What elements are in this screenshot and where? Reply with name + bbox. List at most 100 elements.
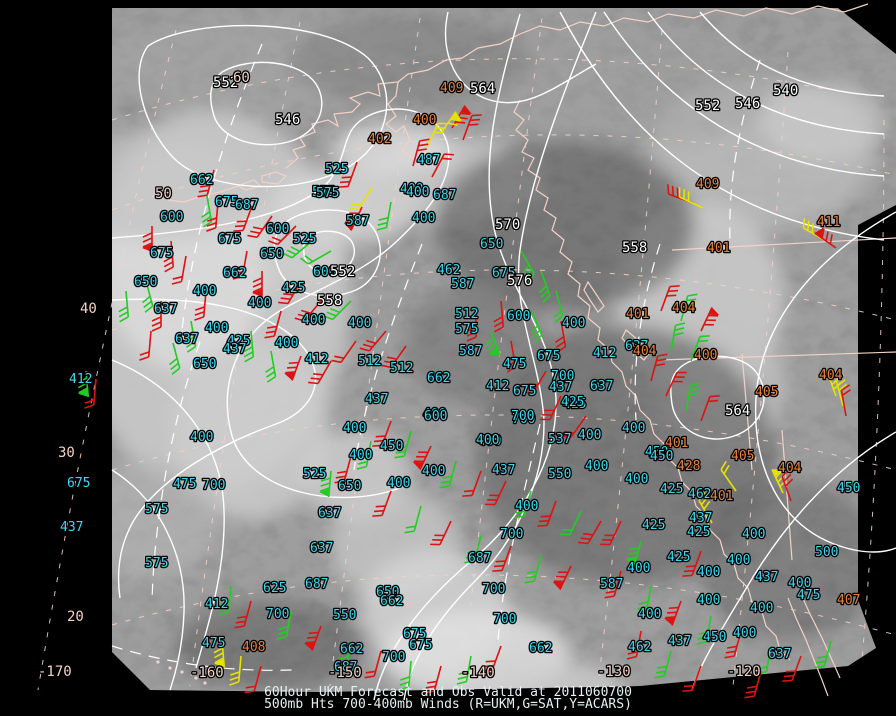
- level-label: 675: [215, 195, 238, 210]
- level-label: 587: [346, 214, 369, 229]
- wind-barb-sat: [141, 280, 154, 313]
- level-label: 637: [154, 302, 177, 317]
- level-label: 412: [593, 346, 616, 361]
- level-label: 650: [134, 275, 157, 290]
- wind-barb-ukm: [151, 301, 162, 332]
- level-label: 575: [145, 556, 168, 571]
- level-label: 400: [733, 626, 756, 641]
- contour-label: 546: [275, 112, 300, 128]
- acars-label: 400: [694, 348, 717, 363]
- wind-barb-sat: [201, 195, 213, 228]
- wind-barb-ukm: [482, 645, 502, 672]
- level-label: 462: [628, 640, 651, 655]
- level-label: 400: [248, 296, 271, 311]
- wind-barb-ukm: [424, 665, 442, 694]
- level-label: 600: [507, 309, 530, 324]
- level-label: 525: [293, 232, 316, 247]
- level-label: 675: [403, 627, 426, 642]
- wind-barb-ukm: [493, 300, 505, 333]
- wind-barb-sat: [654, 650, 672, 679]
- wind-barb-ukm: [359, 330, 387, 352]
- map-caption-line2: 500mb Hts 700-400mb Winds (R=UKM,G=SAT,Y…: [264, 697, 632, 712]
- wind-barb-sat: [524, 555, 542, 584]
- wind-barb-ukm: [412, 445, 432, 470]
- level-label: 512: [358, 354, 381, 369]
- acars-label: 402: [368, 132, 391, 147]
- wind-barb-sat: [168, 342, 181, 375]
- level-label: 525: [303, 467, 326, 482]
- wind-barb-sat: [404, 505, 422, 534]
- wind-barb-sat: [625, 540, 642, 567]
- level-label: 662: [223, 266, 246, 281]
- level-label: 437: [60, 520, 83, 535]
- level-label: 400: [515, 499, 538, 514]
- wind-barb-ukm: [724, 630, 742, 659]
- wind-barb-ukm: [700, 307, 720, 332]
- graticule-labels: 60 50 40 30 20 -170 -160 -150 -140 -130 -120: [37, 69, 762, 683]
- wind-barb-ukm: [278, 280, 302, 305]
- level-label: 475: [173, 477, 196, 492]
- level-label: 400: [406, 185, 429, 200]
- level-label: 650: [260, 247, 283, 262]
- wind-barb-ukm: [665, 371, 687, 397]
- level-label: 637: [590, 379, 613, 394]
- wind-barb-ukm: [194, 290, 207, 321]
- latitude-label: 60: [233, 70, 250, 86]
- level-label: 537: [548, 432, 571, 447]
- level-label: 425: [660, 482, 683, 497]
- wind-barb-sat: [456, 655, 472, 685]
- latitude-label: 50: [155, 186, 172, 202]
- level-label: 650: [193, 357, 216, 372]
- level-label: 662: [340, 642, 363, 657]
- wind-barb-ukm: [364, 650, 382, 679]
- level-label: 512: [390, 361, 413, 376]
- level-label: 450: [837, 481, 860, 496]
- level-label: 400: [400, 182, 423, 197]
- level-label: 400: [387, 476, 410, 491]
- level-label: 700: [493, 612, 516, 627]
- level-label: 400: [343, 421, 366, 436]
- level-label: 675: [492, 266, 515, 281]
- acars-label: 405: [755, 385, 778, 400]
- wind-barb-acars: [229, 655, 242, 686]
- wind-barb-ukm: [682, 665, 702, 692]
- wind-barb-sat: [185, 320, 197, 353]
- level-label: 462: [437, 263, 460, 278]
- contour-label: 540: [773, 83, 798, 99]
- level-label: 675: [409, 638, 432, 653]
- acars-label: 401: [626, 307, 649, 322]
- wind-barb-ukm: [466, 311, 477, 342]
- level-label: 400: [275, 336, 298, 351]
- level-label: 512: [455, 307, 478, 322]
- level-label: 400: [727, 553, 750, 568]
- level-label: 675: [513, 384, 536, 399]
- acars-label: 404: [672, 301, 696, 316]
- level-label: 500: [815, 545, 838, 560]
- level-label: 400: [205, 321, 228, 336]
- wind-barb-ukm: [142, 226, 153, 252]
- level-label: 437: [668, 634, 691, 649]
- wind-barb-ukm: [244, 665, 262, 694]
- wind-barb-sat: [282, 240, 313, 259]
- wind-barb-ukm: [171, 255, 187, 285]
- level-label: 437: [223, 342, 246, 357]
- level-label: 450: [703, 630, 726, 645]
- level-label: 400: [476, 433, 499, 448]
- wind-barb-sat: [464, 535, 482, 564]
- wind-barb-ukm: [506, 340, 517, 373]
- level-label: 662: [380, 594, 403, 609]
- latitude-label: 40: [80, 301, 97, 317]
- level-label: 450: [650, 449, 673, 464]
- wind-barb-ukm: [555, 320, 567, 353]
- wind-barb-ukm: [232, 250, 248, 280]
- level-label: 675: [150, 246, 173, 261]
- longitude-label: -160: [190, 665, 224, 681]
- level-label: 437: [755, 570, 778, 585]
- level-label: 550: [548, 467, 571, 482]
- level-label: 650: [480, 237, 503, 252]
- contour-value-labels: 552 546 564 540 546 552 570 576 558 552 558 564: [212, 74, 800, 421]
- acars-label: 401: [707, 241, 730, 256]
- level-label: 662: [190, 173, 213, 188]
- wind-barb-ukm: [372, 490, 392, 517]
